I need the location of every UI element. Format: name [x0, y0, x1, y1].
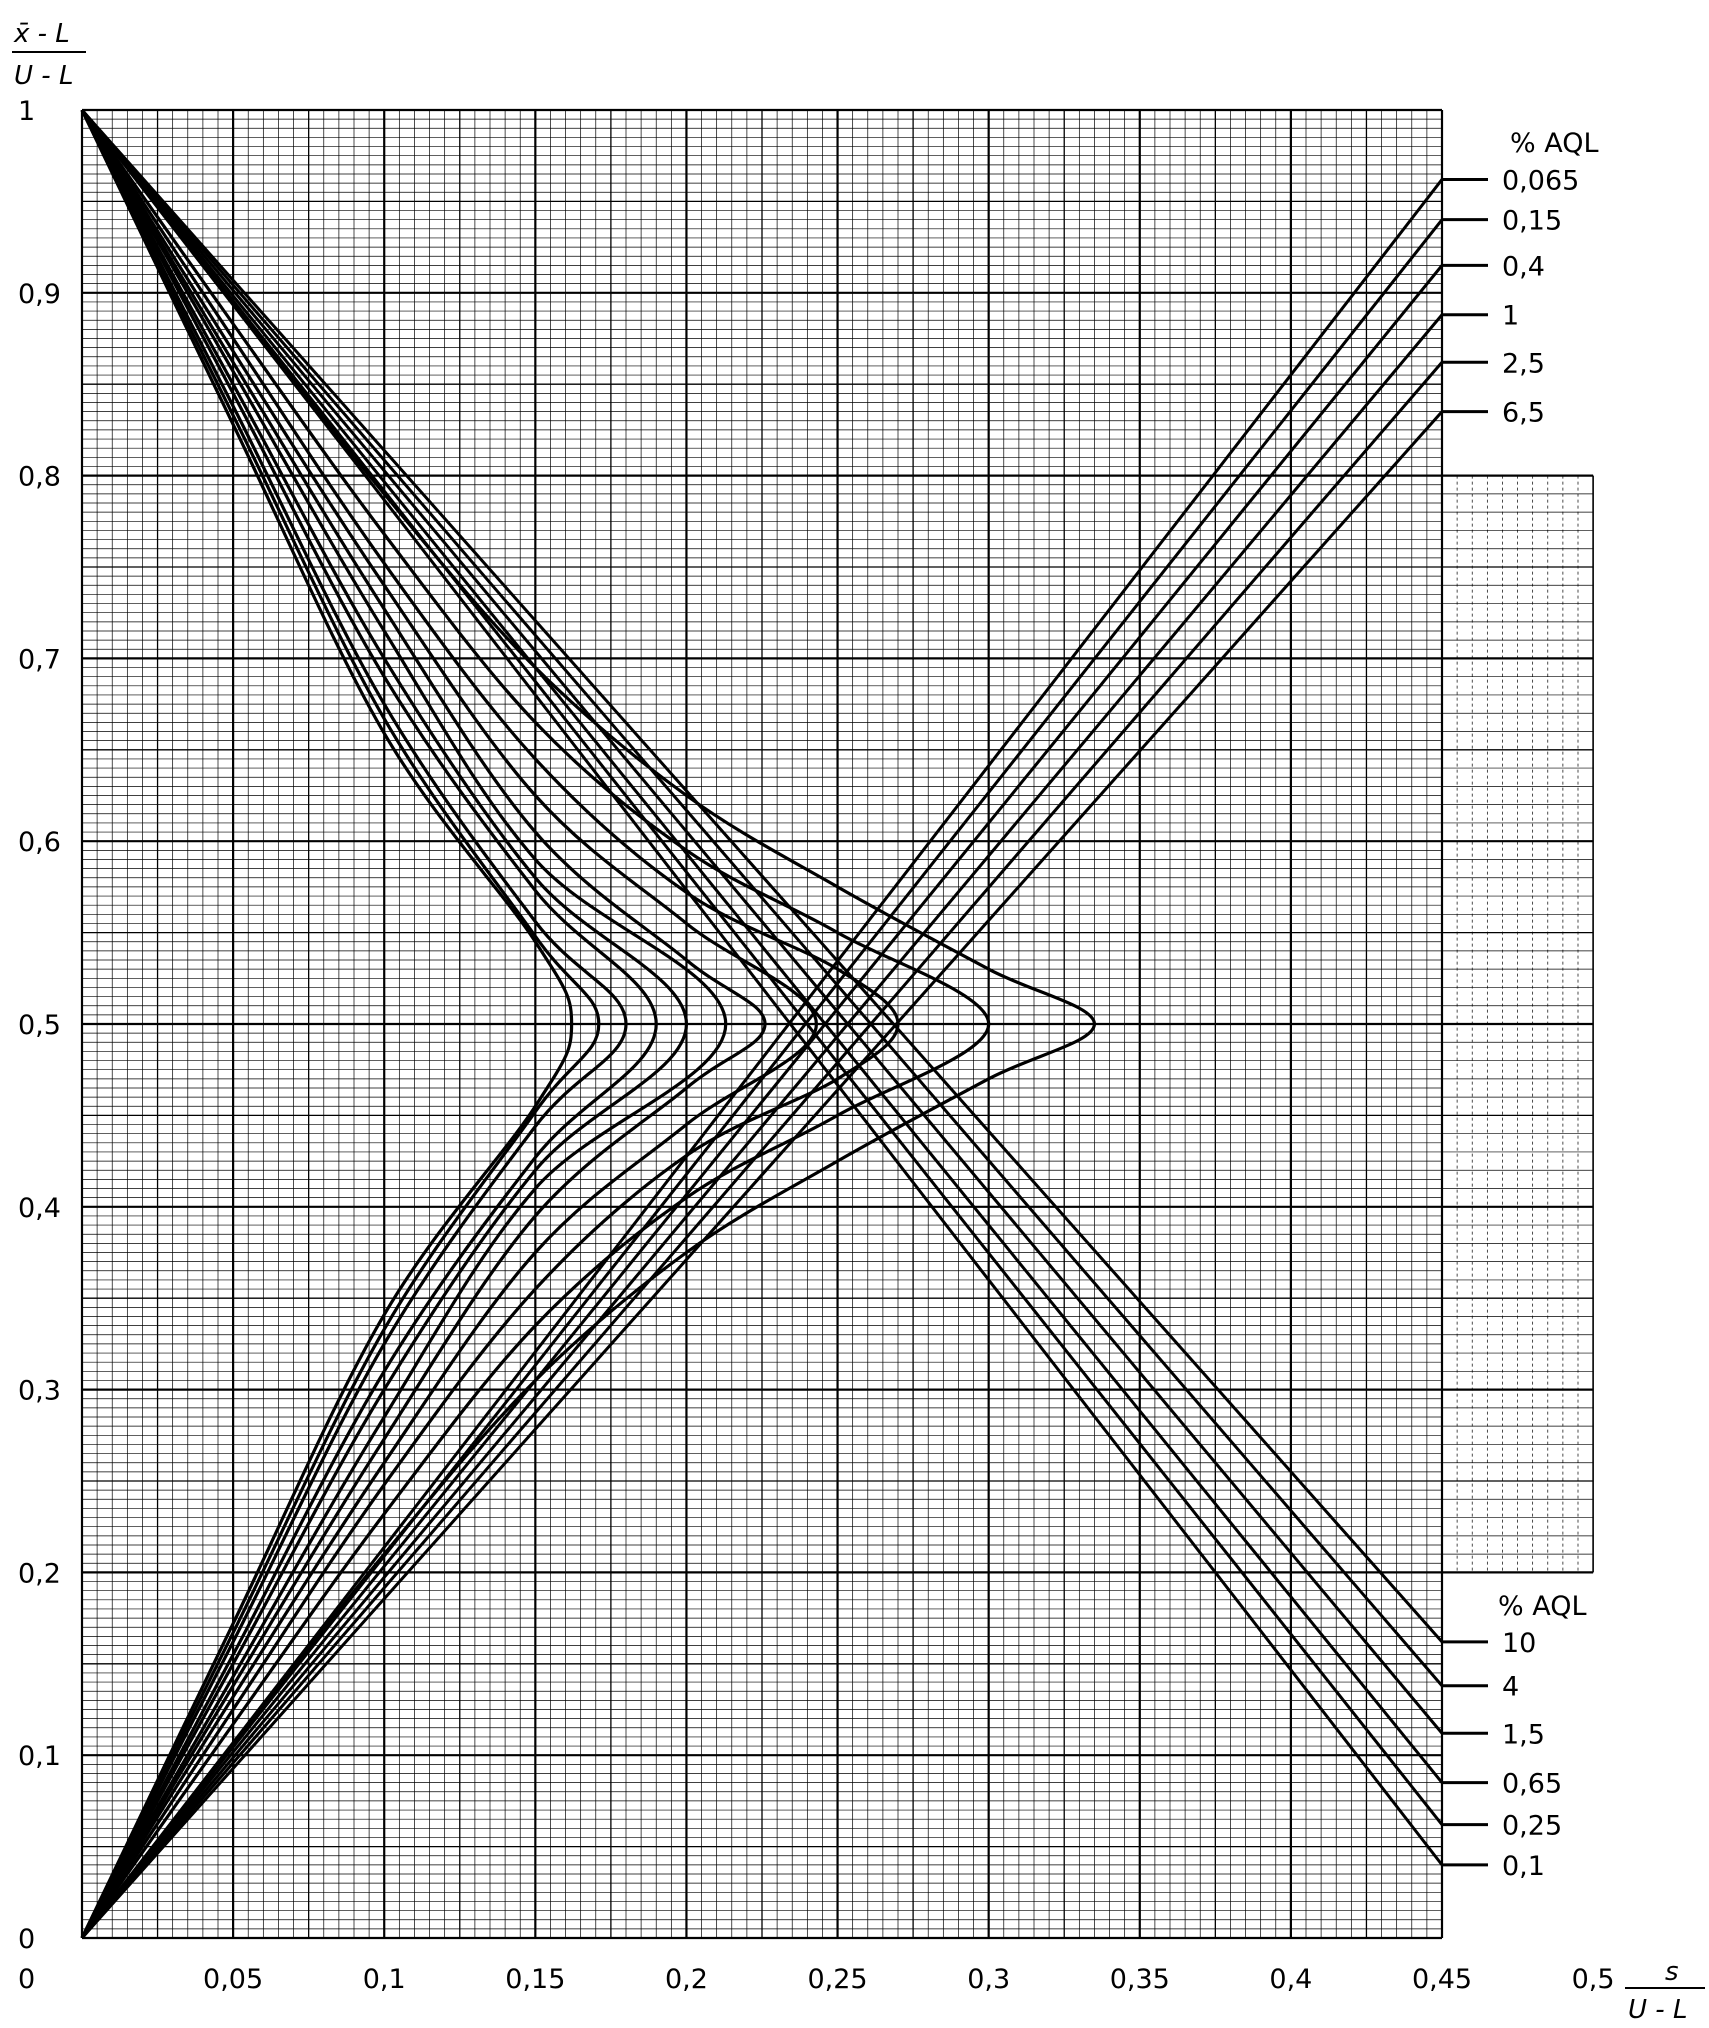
- legend-lower-label: 0,65: [1502, 1769, 1562, 1800]
- y-tick-label: 0,7: [18, 644, 61, 675]
- x-tick-label: 0,1: [363, 1964, 406, 1995]
- y-tick-label: 0,9: [18, 279, 61, 310]
- y-tick-label: 0,8: [18, 462, 61, 493]
- legend-upper-label: 2,5: [1502, 348, 1545, 379]
- acceptance-curve: [80, 109, 689, 1939]
- x-tick-label: 0,05: [203, 1964, 263, 1995]
- legend-title-upper: % AQL: [1510, 128, 1599, 159]
- legend-title-lower: % AQL: [1498, 1591, 1587, 1622]
- legend-lower-label: 0,1: [1502, 1851, 1545, 1882]
- legend-upper-label: 1: [1502, 301, 1519, 332]
- y-axis-title-top: x̄ - L: [13, 19, 70, 49]
- x-tick-label: 0,4: [1269, 1964, 1312, 1995]
- acceptance-curve: [80, 109, 601, 1939]
- y-tick-label: 0,6: [18, 827, 61, 858]
- x-tick-label: 0,25: [807, 1964, 867, 1995]
- upper-boundary-line: [80, 313, 1444, 1939]
- upper-boundary-line: [80, 264, 1444, 1939]
- lower-boundary-line: [80, 109, 1444, 1643]
- boundary-lines: [80, 109, 1488, 1939]
- upper-boundary-line: [80, 361, 1444, 1939]
- acceptance-curve: [80, 109, 819, 1939]
- acceptance-curve: [80, 109, 628, 1939]
- lower-boundary-line: [80, 109, 1444, 1866]
- grid: [80, 108, 1594, 1940]
- x-axis-title-bottom: U - L: [1628, 1995, 1687, 2025]
- y-tick-label: 0: [18, 1924, 35, 1955]
- x-tick-label: 0,35: [1110, 1964, 1170, 1995]
- y-tick-label: 0,3: [18, 1376, 61, 1407]
- curves: [80, 109, 1097, 1939]
- x-tick-label: 0,45: [1412, 1964, 1472, 1995]
- labels: x̄ - L U - L s U - L % AQL % AQL 0,065 0,…: [12, 19, 1705, 2025]
- upper-boundary-line: [80, 218, 1444, 1939]
- x-tick-label: 0,3: [967, 1964, 1010, 1995]
- acceptance-curve: [80, 109, 574, 1939]
- y-axis-title-bottom: U - L: [14, 61, 73, 91]
- x-tick-label-origin: 0: [18, 1964, 35, 1995]
- acceptance-curve: [80, 109, 728, 1939]
- upper-boundary-line: [80, 178, 1444, 1939]
- legend-upper-label: 6,5: [1502, 398, 1545, 429]
- y-tick-label: 0,2: [18, 1558, 61, 1589]
- legend-lower-label: 4: [1502, 1672, 1519, 1703]
- legend-lower-label: 0,25: [1502, 1811, 1562, 1842]
- lower-boundary-line: [80, 109, 1444, 1687]
- upper-boundary-line: [80, 410, 1444, 1939]
- x-tick-label: 0,15: [505, 1964, 565, 1995]
- legend-upper-label: 0,15: [1502, 206, 1562, 237]
- y-tick-label: 0,4: [18, 1193, 61, 1224]
- acceptance-curve: [80, 109, 767, 1939]
- y-tick-label: 1: [18, 96, 35, 127]
- legend-lower-label: 10: [1502, 1628, 1536, 1659]
- x-axis-title-top: s: [1665, 1957, 1679, 1987]
- legend-upper-label: 0,065: [1502, 165, 1579, 196]
- x-tick-label: 0,2: [665, 1964, 708, 1995]
- legend-upper-label: 0,4: [1502, 251, 1545, 282]
- y-tick-label: 0,5: [18, 1010, 61, 1041]
- acceptance-curve: [80, 109, 658, 1939]
- legend-lower-label: 1,5: [1502, 1719, 1545, 1750]
- lower-boundary-line: [80, 109, 1444, 1735]
- lower-boundary-line: [80, 109, 1444, 1826]
- x-tick-label: 0,5: [1572, 1964, 1615, 1995]
- y-tick-label: 0,1: [18, 1741, 61, 1772]
- lower-boundary-line: [80, 109, 1444, 1784]
- acceptance-curve: [80, 109, 991, 1939]
